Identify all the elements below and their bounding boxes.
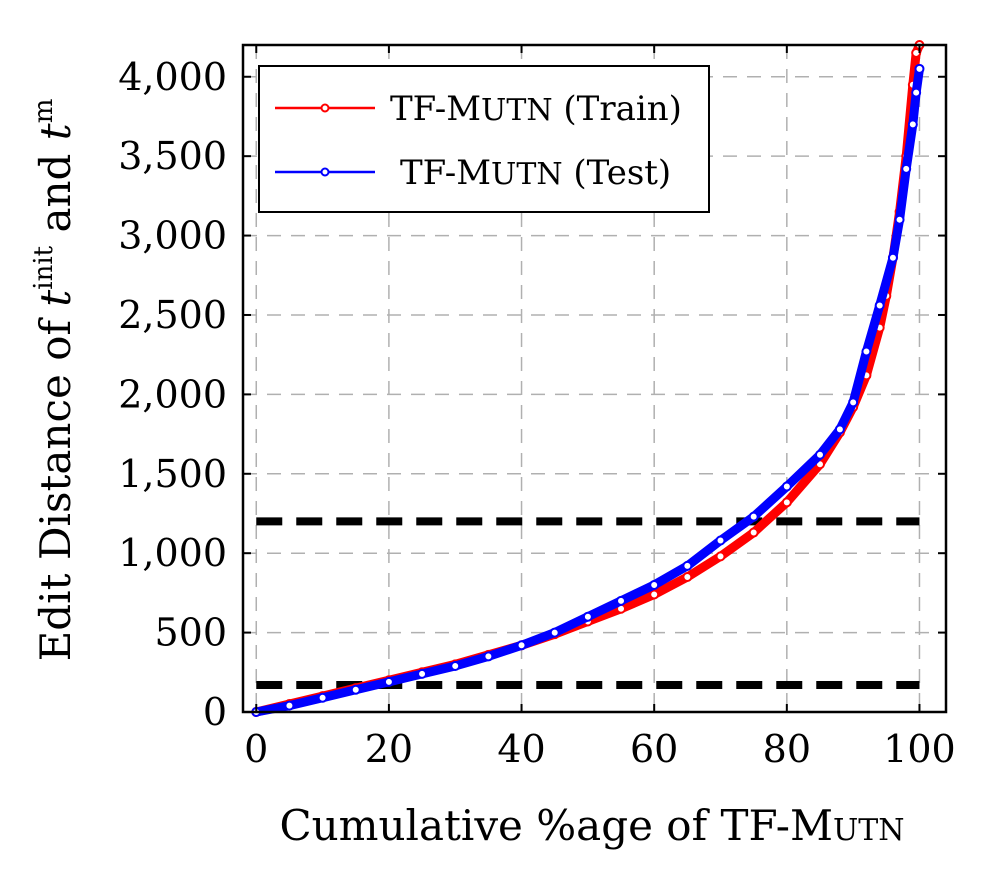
y-tick-label: 1,000 xyxy=(118,531,227,575)
series-point xyxy=(450,660,461,671)
series-point xyxy=(715,535,726,546)
x-tick-label: 40 xyxy=(497,727,545,771)
series-point xyxy=(814,449,825,460)
series-point xyxy=(516,640,527,651)
legend-label-test: TF-Mutn (Test) xyxy=(400,153,671,193)
series-point xyxy=(748,527,759,538)
series-point xyxy=(350,684,361,695)
series-point xyxy=(682,572,693,583)
y-tick-label: 2,500 xyxy=(118,293,227,337)
series-point xyxy=(582,611,593,622)
y-tick-label: 0 xyxy=(203,690,227,734)
y-tick-label: 3,000 xyxy=(118,214,227,258)
series-point xyxy=(649,579,660,590)
series-point xyxy=(649,589,660,600)
series-point xyxy=(715,551,726,562)
series-point xyxy=(874,300,885,311)
x-tick-label: 0 xyxy=(244,727,268,771)
series-point xyxy=(861,346,872,357)
legend: TF-Mutn (Train) TF-Mutn (Test) xyxy=(258,65,710,213)
series-point xyxy=(549,627,560,638)
series-point xyxy=(483,651,494,662)
series-point xyxy=(834,424,845,435)
series-point xyxy=(894,214,905,225)
legend-marker-train xyxy=(320,103,330,113)
legend-marker-test xyxy=(320,167,330,177)
series-point xyxy=(914,63,925,74)
x-tick-label: 20 xyxy=(365,727,413,771)
series-point xyxy=(901,163,912,174)
ticks xyxy=(243,45,946,713)
series-point xyxy=(781,481,792,492)
series-point xyxy=(682,560,693,571)
y-axis-label: Edit Distance of tinit and tm xyxy=(29,99,80,662)
series-test xyxy=(251,63,925,717)
series-point xyxy=(907,119,918,130)
y-tick-label: 500 xyxy=(154,611,227,655)
series-point xyxy=(848,397,859,408)
series-line xyxy=(251,64,924,717)
x-axis-label: Cumulative %age of TF-Mutn xyxy=(279,801,904,850)
x-tick-label: 100 xyxy=(883,727,956,771)
reference-lines xyxy=(256,517,920,690)
series-point xyxy=(887,252,898,263)
plot-frame xyxy=(241,43,948,714)
series-point xyxy=(317,692,328,703)
y-tick-label: 3,500 xyxy=(118,134,227,178)
x-tick-label: 60 xyxy=(630,727,678,771)
series-point xyxy=(417,668,428,679)
legend-label-train: TF-Mutn (Train) xyxy=(390,89,682,129)
series-point xyxy=(383,676,394,687)
series-point xyxy=(781,497,792,508)
legend-box xyxy=(258,65,710,213)
y-tick-label: 4,000 xyxy=(118,55,227,99)
tick-labels: 0 20 40 60 80 100 0 500 1,000 1,500 2,000 2,500 3,00… xyxy=(118,55,956,771)
x-tick-label: 80 xyxy=(763,727,811,771)
series-layer xyxy=(251,40,925,717)
series-point xyxy=(748,511,759,522)
series-point xyxy=(616,595,627,606)
series-point xyxy=(911,87,922,98)
series-point xyxy=(284,700,295,711)
y-tick-label: 1,500 xyxy=(118,452,227,496)
y-tick-label: 2,000 xyxy=(118,372,227,416)
